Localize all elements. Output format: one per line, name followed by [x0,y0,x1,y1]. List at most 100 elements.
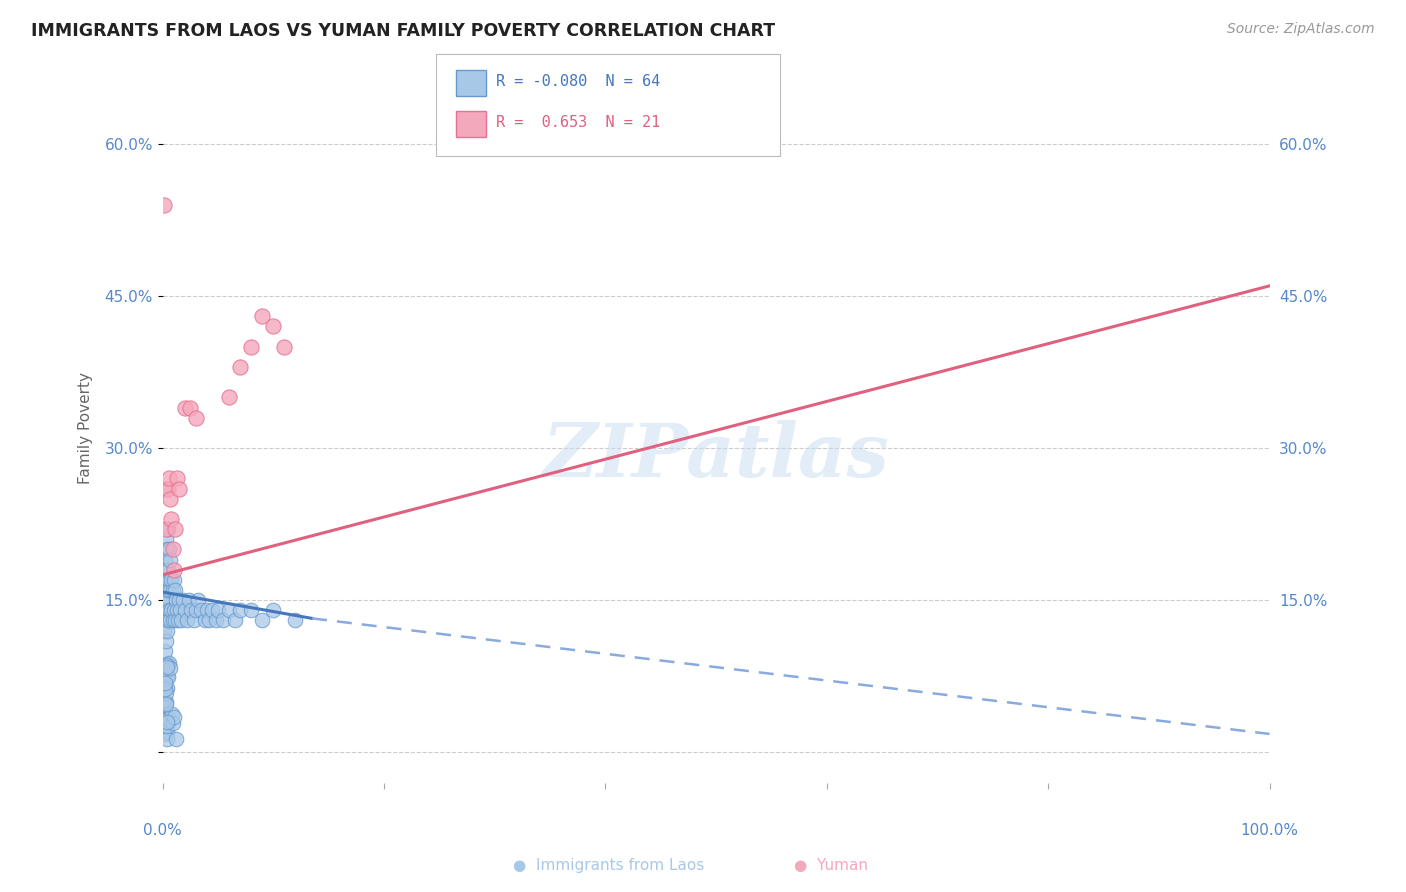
Point [176,614,198,628]
Point [155,676,177,690]
Point [156,593,179,607]
Text: ZIPatlas: ZIPatlas [543,420,890,492]
Point [153,710,176,724]
Point [152,198,174,212]
Point [170,614,193,628]
Text: IMMIGRANTS FROM LAOS VS YUMAN FAMILY POVERTY CORRELATION CHART: IMMIGRANTS FROM LAOS VS YUMAN FAMILY POV… [31,22,775,40]
Point [155,695,177,709]
Point [152,624,174,638]
Point [157,563,180,577]
Point [179,401,201,415]
Point [153,573,176,587]
Point [165,731,187,746]
Point [163,573,186,587]
Point [165,593,187,607]
Point [162,715,184,730]
Point [157,711,180,725]
Point [201,603,224,617]
Point [167,614,190,628]
Point [160,707,183,722]
Point [160,512,183,526]
Point [157,471,180,485]
Point [262,319,284,334]
Point [159,582,181,597]
Point [156,715,179,730]
Point [212,614,235,628]
Point [155,563,177,577]
Point [198,614,221,628]
Point [156,712,179,726]
Point [156,725,179,739]
Point [155,582,177,597]
Point [162,542,184,557]
Point [155,633,177,648]
Point [155,710,177,724]
Point [184,410,207,425]
Point [172,593,194,607]
Point [252,310,274,324]
Point [207,603,229,617]
Text: 0.0%: 0.0% [143,823,181,838]
Point [157,582,180,597]
Point [157,542,180,557]
Point [218,603,240,617]
Point [159,491,181,506]
Point [179,593,201,607]
Point [169,603,191,617]
Point [153,680,176,694]
Text: ●  Immigrants from Laos: ● Immigrants from Laos [513,858,704,872]
Point [167,593,190,607]
Point [262,603,284,617]
Point [160,573,183,587]
Point [157,522,180,536]
Point [153,682,176,697]
Y-axis label: Family Poverty: Family Poverty [79,372,93,483]
Point [156,659,179,673]
Point [162,710,184,724]
Point [153,727,176,741]
Point [204,614,226,628]
Text: R =  0.653  N = 21: R = 0.653 N = 21 [496,115,661,129]
Point [180,603,202,617]
Point [152,699,174,714]
Point [152,661,174,675]
Point [162,582,184,597]
Point [184,603,207,617]
Point [156,657,179,671]
Point [156,542,179,557]
Point [153,614,176,628]
Point [163,614,186,628]
Point [240,603,263,617]
Text: ●  Yuman: ● Yuman [794,858,869,872]
Point [159,614,181,628]
Point [229,359,252,374]
Point [155,697,177,711]
Point [155,533,177,547]
Point [153,693,176,707]
Point [157,656,180,670]
Point [163,582,186,597]
Point [156,714,179,728]
Point [156,681,179,696]
Point [156,482,179,496]
Point [229,603,252,617]
Point [240,340,263,354]
Point [284,614,307,628]
Point [157,614,180,628]
Point [162,614,184,628]
Point [252,614,274,628]
Point [173,603,195,617]
Point [153,644,176,658]
Point [159,661,181,675]
Text: R = -0.080  N = 64: R = -0.080 N = 64 [496,74,661,88]
Point [163,522,186,536]
Point [195,603,218,617]
Point [187,593,209,607]
Point [156,712,179,726]
Point [157,573,180,587]
Point [190,603,212,617]
Point [194,614,217,628]
Point [152,603,174,617]
Point [157,482,180,496]
Point [155,686,177,700]
